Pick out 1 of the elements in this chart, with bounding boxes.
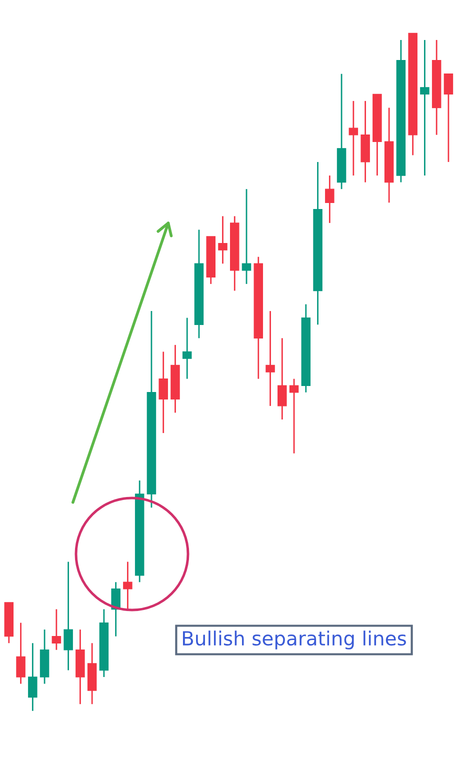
annotation: Bullish separating lines (182, 630, 406, 650)
